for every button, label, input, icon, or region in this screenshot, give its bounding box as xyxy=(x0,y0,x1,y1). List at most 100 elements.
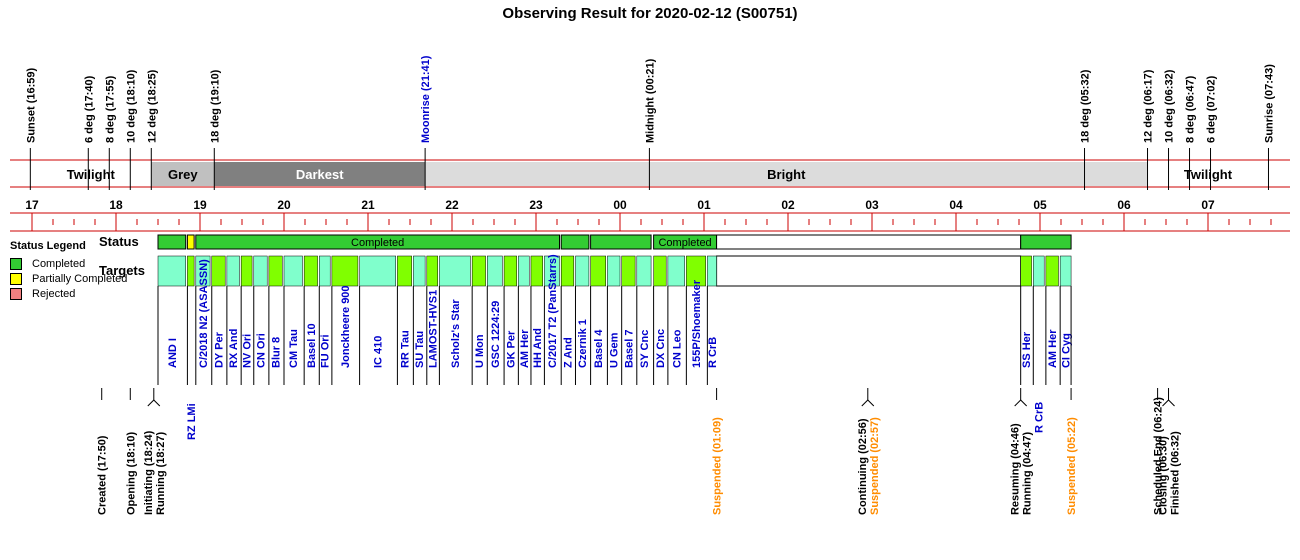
target-label-22: C/2017 T2 (PanStarrs) xyxy=(547,254,559,368)
target-block-17 xyxy=(471,255,486,287)
event-label-3-0: Suspended (01:09) xyxy=(712,417,724,515)
legend-item-rejected: Rejected xyxy=(10,286,127,301)
target-label-28: SY Cnc xyxy=(639,330,651,368)
status-segment-3 xyxy=(560,234,590,250)
target-label-19: GK Per xyxy=(505,330,517,368)
legend-swatch-partial xyxy=(10,272,22,285)
target-block-2 xyxy=(195,255,211,287)
target-block-12 xyxy=(359,255,396,287)
event-label-1-0: Opening (18:10) xyxy=(125,432,137,515)
status-segment-0 xyxy=(157,234,187,250)
target-block-22 xyxy=(544,255,560,287)
status-segment-4 xyxy=(590,234,652,250)
event-label-8-1: Finished (06:32) xyxy=(1170,431,1182,515)
status-segment-1 xyxy=(186,234,195,250)
event-fork-b-4 xyxy=(867,399,875,407)
sky-event-label-7: Midnight (00:21) xyxy=(644,58,656,143)
status-legend: Status Legend Completed Partially Comple… xyxy=(10,240,127,301)
target-block-9 xyxy=(303,255,318,287)
sky-band-label-3: Bright xyxy=(767,167,806,182)
target-label-34: R CrB xyxy=(1034,402,1046,433)
target-label-30: CN Leo xyxy=(671,329,683,368)
sky-band-twilight-0 xyxy=(30,162,152,186)
target-label-15: LAMOST-HVS1 xyxy=(427,290,439,368)
target-label-10: FU Ori xyxy=(320,334,332,368)
sky-band-label-2: Darkest xyxy=(296,167,344,182)
row-label-status: Status xyxy=(99,234,139,249)
hour-tick-label-3: 20 xyxy=(277,198,291,212)
event-fork-b-8 xyxy=(1168,399,1175,407)
target-label-36: CI Cyg xyxy=(1061,333,1073,368)
sky-event-label-9: 12 deg (06:17) xyxy=(1143,69,1155,143)
event-fork-a-8 xyxy=(1162,399,1169,407)
target-block-19 xyxy=(503,255,517,287)
sky-event-label-6: Moonrise (21:41) xyxy=(420,55,432,143)
sky-event-label-12: 6 deg (07:02) xyxy=(1206,75,1218,143)
target-label-9: Basel 10 xyxy=(306,323,318,368)
event-label-8-0: Closing (06:30) xyxy=(1158,436,1170,515)
target-block-26 xyxy=(607,255,621,287)
target-block-23 xyxy=(560,255,575,287)
event-label-5-1: Running (04:47) xyxy=(1022,432,1034,515)
hour-tick-label-1: 18 xyxy=(109,198,123,212)
hour-tick-label-6: 23 xyxy=(529,198,543,212)
row-label-targets: Targets xyxy=(99,263,145,278)
target-label-6: CN Ori xyxy=(255,333,267,368)
target-block-25 xyxy=(590,255,606,287)
target-block-32 xyxy=(707,255,717,287)
sky-band-label-1: Grey xyxy=(168,167,198,182)
legend-item-partial: Partially Completed xyxy=(10,271,127,286)
target-label-11: Jonckheere 900 xyxy=(340,285,352,368)
legend-heading: Status Legend xyxy=(10,240,86,252)
legend-swatch-completed xyxy=(10,257,22,270)
target-block-13 xyxy=(397,255,412,287)
legend-item-completed: Completed xyxy=(10,256,127,271)
target-block-24 xyxy=(575,255,590,287)
event-label-4-0: Continuing (02:56) xyxy=(857,418,869,515)
event-fork-a-4 xyxy=(861,399,869,407)
sky-event-label-2: 8 deg (17:55) xyxy=(104,75,116,143)
target-label-5: NV Ori xyxy=(242,334,254,368)
target-block-30 xyxy=(667,255,685,287)
sky-event-label-3: 10 deg (18:10) xyxy=(125,69,137,143)
event-label-4-1: Suspended (02:57) xyxy=(869,417,881,515)
hour-tick-label-10: 03 xyxy=(865,198,879,212)
target-label-20: AM Her xyxy=(519,329,531,368)
target-block-14 xyxy=(413,255,426,287)
target-label-26: U Gem xyxy=(609,332,621,368)
sky-event-label-0: Sunset (16:59) xyxy=(25,67,37,143)
target-label-27: Basel 7 xyxy=(623,329,635,368)
target-label-13: RR Tau xyxy=(400,330,412,368)
hour-tick-label-5: 22 xyxy=(445,198,459,212)
target-block-29 xyxy=(653,255,667,287)
target-block-1 xyxy=(187,255,195,287)
sky-event-label-5: 18 deg (19:10) xyxy=(209,69,221,143)
target-label-32: R CrB xyxy=(707,337,719,368)
target-label-8: CM Tau xyxy=(288,329,300,368)
target-block-16 xyxy=(439,255,471,287)
sky-event-label-11: 8 deg (06:47) xyxy=(1185,75,1197,143)
target-block-7 xyxy=(268,255,283,287)
target-label-35: AM Her xyxy=(1047,329,1059,368)
target-block-27 xyxy=(621,255,636,287)
hour-tick-label-2: 19 xyxy=(193,198,207,212)
target-label-7: Blur 8 xyxy=(271,337,283,368)
target-label-2: C/2018 N2 (ASASSN) xyxy=(198,259,210,368)
target-label-1: RZ LMi xyxy=(186,403,198,440)
status-segment-2 xyxy=(195,234,561,250)
target-block-20 xyxy=(518,255,530,287)
sky-band-darkest-2 xyxy=(214,162,426,186)
target-block-10 xyxy=(319,255,331,287)
event-fork-b-2 xyxy=(153,399,161,407)
legend-label-completed: Completed xyxy=(32,257,86,270)
target-label-12: IC 410 xyxy=(373,336,385,368)
target-block-3 xyxy=(211,255,226,287)
target-block-33 xyxy=(1020,255,1032,287)
sky-event-label-10: 10 deg (06:32) xyxy=(1164,69,1176,143)
target-block-15 xyxy=(426,255,438,287)
targets-gap xyxy=(716,255,1022,287)
sky-band-label-0: Twilight xyxy=(67,167,116,182)
hour-tick-label-8: 01 xyxy=(697,198,711,212)
